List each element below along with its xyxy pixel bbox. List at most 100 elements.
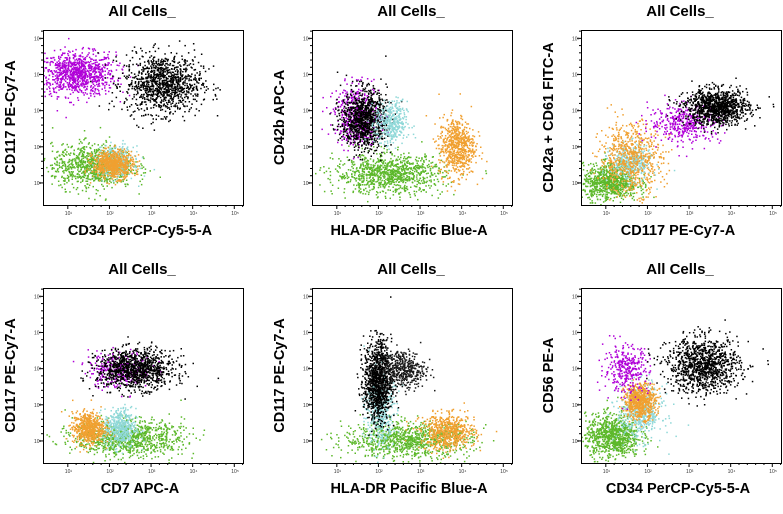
plot-frame <box>43 288 244 464</box>
x-tick-label: 10⁴ <box>728 469 736 475</box>
population-green <box>43 126 161 201</box>
plot-frame <box>43 30 244 206</box>
x-tick-label: 10⁴ <box>459 211 467 217</box>
y-tick-label: 10² <box>572 145 580 151</box>
x-tick-label: 10⁴ <box>190 211 198 217</box>
population-magenta <box>635 94 731 158</box>
x-tick-label: 10⁵ <box>769 211 777 217</box>
population-blackspread <box>363 333 436 400</box>
scatter-panel-6: 10¹ 10¹ 10² 10² 10³ 10³ 10⁴ 10⁴ 10⁵ 10⁵ All Cells_… <box>541 261 782 497</box>
plot-frame <box>581 288 782 464</box>
scatter-panel-3: 10¹ 10¹ 10² 10² 10³ 10³ 10⁴ 10⁴ 10⁵ 10⁵ All Cells_… <box>541 3 782 239</box>
y-tick-label: 10² <box>34 145 42 151</box>
x-tick-label: 10¹ <box>603 469 611 475</box>
x-tick-label: 10⁴ <box>190 469 198 475</box>
x-tick-label: 10⁵ <box>500 469 508 475</box>
y-tick-label: 10⁴ <box>303 73 311 79</box>
panel-title: All Cells_ <box>108 3 176 20</box>
panel-title: All Cells_ <box>377 3 445 20</box>
x-tick-label: 10² <box>375 211 383 217</box>
population-black <box>90 40 221 131</box>
x-tick-label: 10⁵ <box>231 211 239 217</box>
population-black <box>329 55 403 162</box>
y-tick-label: 10³ <box>303 367 311 373</box>
x-tick-label: 10¹ <box>334 211 342 217</box>
population-magenta <box>596 335 652 410</box>
y-axis-label: CD56 PE-A <box>541 337 557 413</box>
y-tick-label: 10⁴ <box>572 331 580 337</box>
y-tick-label: 10⁵ <box>34 294 42 300</box>
y-tick-label: 10² <box>572 403 580 409</box>
y-tick-label: 10⁴ <box>34 331 42 337</box>
x-axis-label: HLA-DR Pacific Blue-A <box>330 481 488 497</box>
x-tick-label: 10² <box>106 469 114 475</box>
x-tick-label: 10⁴ <box>459 469 467 475</box>
x-axis-label: CD34 PerCP-Cy5-5-A <box>68 223 213 239</box>
panel-title: All Cells_ <box>646 3 714 20</box>
x-tick-label: 10³ <box>417 211 425 217</box>
population-magenta <box>43 37 139 119</box>
x-tick-label: 10¹ <box>65 211 73 217</box>
y-tick-label: 10¹ <box>34 181 42 187</box>
y-axis-label: CD42b APC-A <box>272 69 288 165</box>
y-tick-label: 10⁵ <box>303 36 311 42</box>
population-black <box>354 296 400 437</box>
population-black <box>646 319 769 407</box>
population-orange <box>404 402 498 459</box>
y-tick-label: 10¹ <box>34 439 42 445</box>
y-axis-label: CD117 PE-Cy7-A <box>3 318 19 433</box>
x-tick-label: 10⁵ <box>231 469 239 475</box>
x-tick-label: 10³ <box>686 469 694 475</box>
x-tick-label: 10³ <box>148 469 156 475</box>
y-tick-label: 10² <box>303 403 311 409</box>
population-orange <box>425 93 488 192</box>
y-tick-label: 10⁴ <box>303 331 311 337</box>
population-green <box>581 396 659 463</box>
panel-title: All Cells_ <box>108 261 176 278</box>
panel-title: All Cells_ <box>377 261 445 278</box>
y-tick-label: 10³ <box>303 109 311 115</box>
y-tick-label: 10⁵ <box>572 36 580 42</box>
population-orange <box>589 104 673 204</box>
x-tick-label: 10¹ <box>603 211 611 217</box>
x-tick-label: 10² <box>375 469 383 475</box>
y-tick-label: 10⁴ <box>34 73 42 79</box>
scatter-panel-5: 10¹ 10¹ 10² 10² 10³ 10³ 10⁴ 10⁴ 10⁵ 10⁵ All Cells_… <box>272 261 513 497</box>
population-black <box>666 77 775 135</box>
y-tick-label: 10¹ <box>303 439 311 445</box>
x-tick-label: 10³ <box>417 469 425 475</box>
y-axis-label: CD42a + CD61 FITC-A <box>541 42 557 193</box>
x-tick-label: 10² <box>106 211 114 217</box>
y-tick-label: 10³ <box>34 367 42 373</box>
x-tick-label: 10³ <box>686 211 694 217</box>
panel-title: All Cells_ <box>646 261 714 278</box>
population-cyan <box>93 403 145 455</box>
y-tick-label: 10⁵ <box>34 36 42 42</box>
population-orange <box>619 373 662 428</box>
y-tick-label: 10⁵ <box>303 294 311 300</box>
y-axis-label: CD117 PE-Cy7-A <box>3 60 19 175</box>
y-tick-label: 10³ <box>572 109 580 115</box>
scatter-panel-4: 10¹ 10¹ 10² 10² 10³ 10³ 10⁴ 10⁴ 10⁵ 10⁵ All Cells_… <box>3 261 244 497</box>
x-tick-label: 10³ <box>148 211 156 217</box>
plot-frame <box>312 288 513 464</box>
x-axis-label: HLA-DR Pacific Blue-A <box>330 223 488 239</box>
scatter-panel-1: 10¹ 10¹ 10² 10² 10³ 10³ 10⁴ 10⁴ 10⁵ 10⁵ All Cells_… <box>3 3 244 239</box>
population-orange <box>84 144 141 186</box>
x-axis-label: CD117 PE-Cy7-A <box>621 223 736 239</box>
x-axis-label: CD34 PerCP-Cy5-5-A <box>606 481 751 497</box>
y-tick-label: 10¹ <box>303 181 311 187</box>
y-tick-label: 10¹ <box>572 181 580 187</box>
y-tick-label: 10² <box>303 145 311 151</box>
x-tick-label: 10⁴ <box>728 211 736 217</box>
y-tick-label: 10¹ <box>572 439 580 445</box>
x-tick-label: 10² <box>644 211 652 217</box>
x-tick-label: 10⁵ <box>769 469 777 475</box>
y-tick-label: 10³ <box>572 367 580 373</box>
y-tick-label: 10² <box>34 403 42 409</box>
x-tick-label: 10⁵ <box>500 211 508 217</box>
plot-frame <box>312 30 513 206</box>
y-tick-label: 10⁵ <box>572 294 580 300</box>
x-tick-label: 10¹ <box>65 469 73 475</box>
